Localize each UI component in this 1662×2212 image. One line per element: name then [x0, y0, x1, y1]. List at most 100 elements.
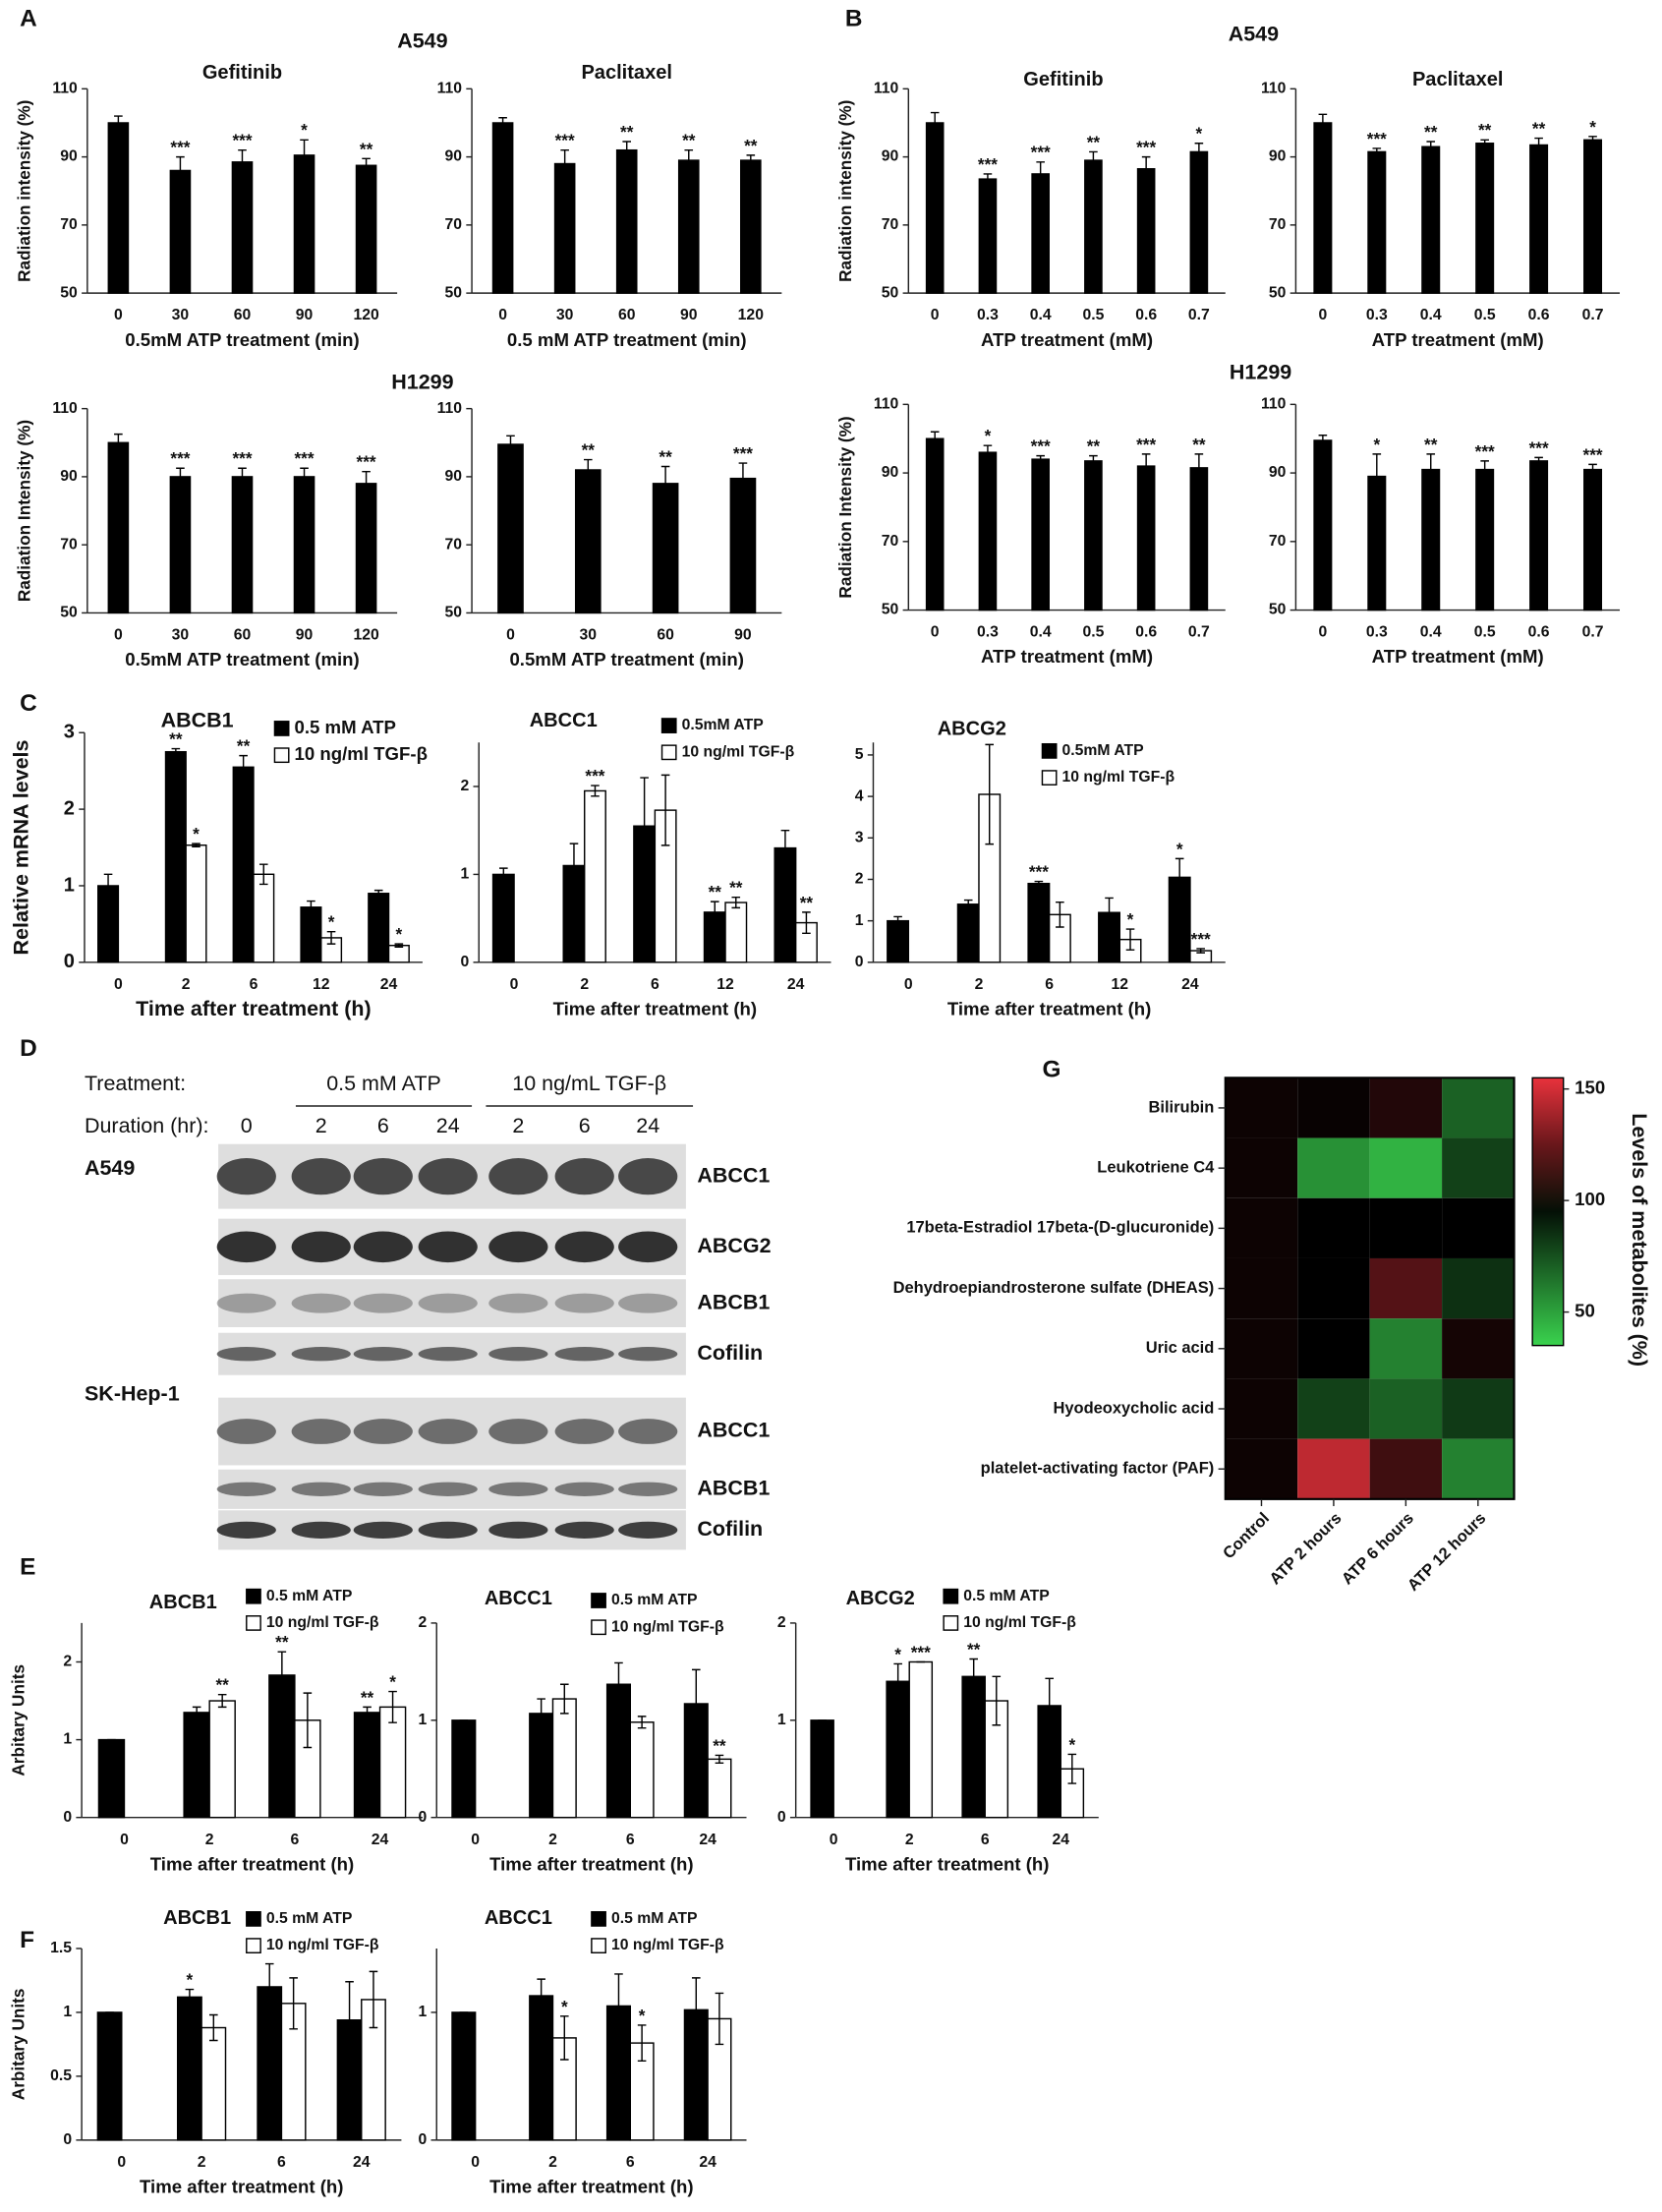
heat-cell: [1297, 1137, 1370, 1198]
error-bar: [209, 2013, 218, 2042]
blot-band: [353, 1231, 413, 1263]
y-tick-label: 1: [418, 1712, 427, 1728]
x-axis-label: 0.5 mM ATP treatment (min): [507, 329, 747, 350]
bar: [1189, 150, 1209, 294]
x-tick-label: 60: [657, 627, 674, 644]
bar: [387, 944, 410, 963]
blot-band: [618, 1482, 678, 1496]
error-bar: [1588, 136, 1597, 145]
legend-label: 10 ng/ml TGF-β: [266, 1937, 379, 1953]
significance: **: [1192, 435, 1206, 454]
x-tick-label: 0.7: [1188, 307, 1210, 323]
heat-cell: [1225, 1137, 1298, 1198]
error-bar: [1480, 460, 1489, 480]
y-axis-label: Radiation Intensity (%): [14, 420, 33, 602]
blot-band: [216, 1419, 276, 1444]
x-tick-label: 0.3: [1366, 307, 1388, 323]
bar: [1313, 122, 1333, 294]
x-tick-label: 120: [353, 307, 379, 323]
error-bar: [1588, 463, 1597, 476]
heat-cell: [1225, 1438, 1298, 1499]
heat-cell: [1225, 1318, 1298, 1379]
blot-band: [418, 1231, 478, 1263]
bar: [1084, 460, 1103, 611]
significance: **: [1532, 119, 1546, 139]
error-bar: [660, 465, 670, 501]
significance: **: [967, 1639, 981, 1659]
lane-label: 24: [636, 1114, 659, 1137]
significance: **: [215, 1675, 229, 1695]
blot-band: [618, 1158, 678, 1195]
bar: [183, 1712, 210, 1819]
error-bar: [622, 141, 632, 160]
x-tick-label: 0: [120, 1832, 129, 1848]
bar: [1136, 465, 1156, 611]
blot-band: [488, 1482, 548, 1496]
significance: **: [800, 893, 814, 912]
y-tick-label: 50: [445, 605, 463, 621]
x-tick-label: 0: [114, 307, 123, 323]
heat-cell: [1442, 1197, 1515, 1258]
bar: [978, 178, 998, 294]
panel-label: D: [20, 1035, 37, 1062]
x-tick-label: 2: [905, 1832, 914, 1848]
significance: ***: [232, 131, 252, 150]
x-tick-label: 24: [372, 1832, 389, 1848]
blot-band: [353, 1347, 413, 1362]
heat-cell: [1225, 1197, 1298, 1258]
heat-cell: [1369, 1318, 1443, 1379]
lane-label: 0: [241, 1114, 253, 1137]
x-tick-label: 0.5: [1474, 624, 1496, 641]
error-bar: [992, 1675, 1002, 1726]
error-bar: [930, 431, 940, 446]
x-tick-label: 0: [471, 1832, 480, 1848]
treatment-group: 10 ng/mL TGF-β: [512, 1072, 666, 1095]
error-bar: [1056, 901, 1064, 928]
x-axis-label: 0.5mM ATP treatment (min): [125, 329, 360, 350]
significance: **: [1087, 132, 1101, 151]
error-bar: [930, 111, 940, 135]
significance: ***: [1136, 138, 1156, 157]
x-tick-label: 0.4: [1030, 624, 1052, 641]
row-label: Leukotriene C4: [1097, 1159, 1215, 1177]
y-tick-label: 110: [52, 400, 78, 417]
blot-band: [488, 1293, 548, 1313]
error-bar: [176, 155, 185, 186]
blot-band: [353, 1293, 413, 1313]
y-tick-label: 0.5: [50, 2067, 72, 2084]
error-bar: [369, 1970, 378, 2029]
y-axis-label: Radiation intensity (%): [835, 100, 855, 282]
significance: *: [985, 426, 992, 445]
x-tick-label: 12: [313, 976, 330, 993]
blot-band: [554, 1231, 614, 1263]
bar: [231, 476, 254, 614]
y-tick-label: 70: [1269, 216, 1287, 233]
bar: [164, 750, 187, 963]
error-bar: [1141, 155, 1151, 182]
x-tick-label: 2: [580, 976, 589, 993]
x-tick-label: 30: [172, 627, 190, 644]
y-tick-label: 2: [460, 778, 469, 794]
heat-cell: [1442, 1318, 1515, 1379]
x-axis-label: ATP treatment (mM): [981, 646, 1153, 667]
error-bar: [1045, 1677, 1055, 1734]
y-tick-label: 110: [52, 80, 78, 96]
y-tick-label: 0: [855, 954, 864, 970]
error-bar: [537, 1698, 545, 1729]
blot-band: [418, 1419, 478, 1444]
bar: [253, 873, 275, 963]
chart-title: Gefitinib: [202, 62, 282, 84]
significance: ***: [357, 452, 376, 472]
blot-band: [216, 1521, 276, 1539]
bar: [497, 443, 524, 614]
error-bar: [715, 1754, 724, 1765]
significance: ***: [733, 443, 753, 463]
blot-band: [618, 1419, 678, 1444]
bar: [574, 469, 602, 614]
significance: *: [894, 1644, 901, 1663]
significance: **: [709, 882, 722, 902]
panel-label: B: [845, 6, 863, 32]
blot-band: [216, 1482, 276, 1496]
x-tick-label: 24: [699, 2154, 716, 2171]
error-bar: [1534, 137, 1543, 153]
